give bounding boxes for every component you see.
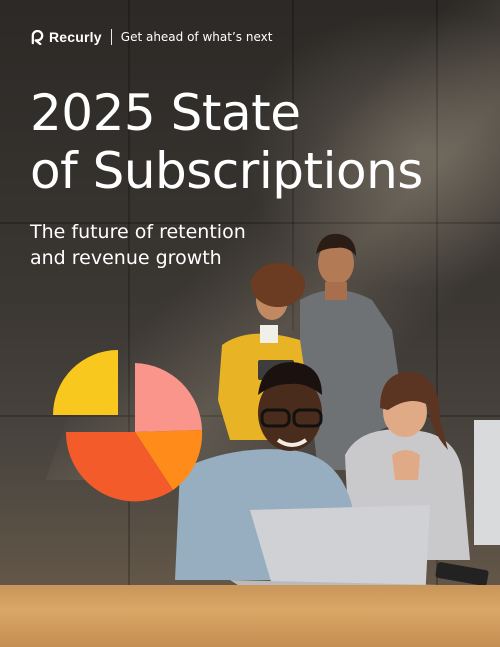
report-title-line-1: 2025 State — [30, 84, 301, 142]
monitor — [474, 420, 500, 545]
brand-name: Recurly — [49, 29, 102, 45]
pie-slice-orange — [135, 430, 203, 490]
header-divider — [110, 29, 112, 45]
report-subtitle-line-1: The future of retention — [30, 221, 246, 243]
report-subtitle-line-2: and revenue growth — [30, 247, 222, 269]
pie-slice-red-orange — [65, 432, 173, 502]
header: Recurly Get ahead of what’s next — [30, 28, 272, 46]
pie-slice-pink — [135, 363, 202, 432]
pie-slice-yellow — [53, 350, 118, 415]
report-title: 2025 State of Subscriptions — [30, 84, 423, 200]
decorative-pie-chart — [53, 350, 203, 502]
brand-tagline: Get ahead of what’s next — [120, 30, 273, 44]
wall-panel-line — [436, 0, 438, 585]
wall-panel-line — [0, 222, 500, 224]
recurly-logo-icon — [31, 29, 44, 45]
standing-man — [300, 233, 405, 470]
wall-panel-line — [292, 0, 294, 330]
wooden-table — [0, 585, 500, 647]
phone — [435, 562, 489, 586]
report-subtitle: The future of retention and revenue grow… — [30, 219, 246, 271]
report-title-line-2: of Subscriptions — [30, 142, 423, 200]
wall-panel-line — [128, 0, 130, 585]
